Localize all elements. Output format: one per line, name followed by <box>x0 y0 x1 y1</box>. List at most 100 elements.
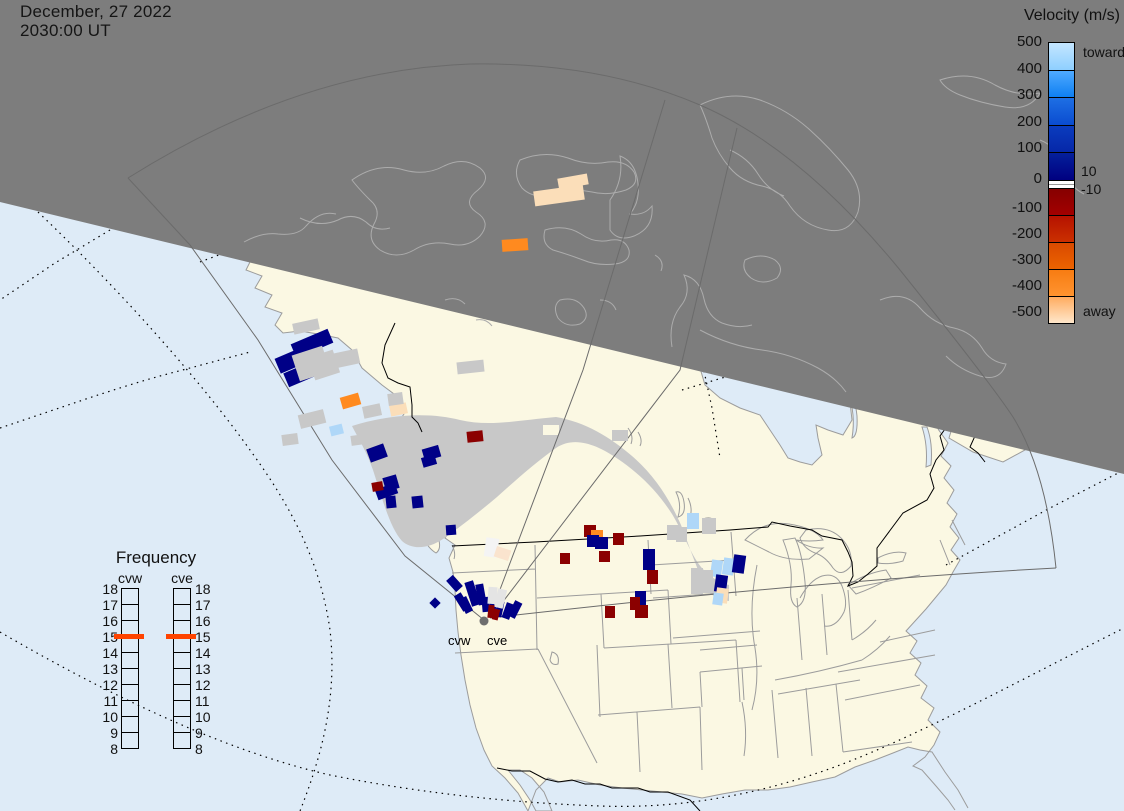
radar-site-dot <box>479 616 489 626</box>
ocean-gulf-of-mexico <box>528 747 972 811</box>
frequency-tick-label-left: 17 <box>102 597 118 613</box>
frequency-column-cvw: cvw <box>117 570 143 586</box>
frequency-marker <box>114 634 144 639</box>
frequency-box <box>121 668 139 685</box>
velocity-tile <box>328 423 345 437</box>
site-label-cve: cve <box>487 633 508 648</box>
velocity-tile <box>466 430 484 443</box>
frequency-tick-label-right: 14 <box>195 645 211 661</box>
velocity-tile <box>389 402 408 417</box>
velocity-tile <box>635 591 646 606</box>
velocity-tile <box>612 430 628 441</box>
frequency-box <box>121 588 139 605</box>
great-lakes <box>549 427 907 665</box>
velocity-tile <box>445 524 457 536</box>
time-label: 2030:00 UT <box>20 21 111 40</box>
colorbar-segment-toward <box>1049 152 1074 180</box>
coastline-gulf <box>527 746 969 811</box>
frequency-tick-label-right: 9 <box>195 725 203 741</box>
velocity-tile <box>385 495 397 509</box>
frequency-box <box>173 700 191 717</box>
fan-right-edge <box>489 567 1057 619</box>
colorbar-segment-away <box>1049 241 1074 269</box>
velocity-tile <box>676 527 687 542</box>
velocity-tile <box>411 495 424 509</box>
colorbar-threshold-label: -10 <box>1081 181 1102 197</box>
velocity-tile <box>281 432 299 447</box>
colorbar-tick-label: 100 <box>1016 139 1042 157</box>
velocity-tile <box>387 392 404 406</box>
velocity-tile <box>687 513 699 529</box>
colorbar-tick-label: -400 <box>1011 277 1042 294</box>
frequency-tick-label-left: 10 <box>102 709 118 725</box>
fan-left-edge <box>127 177 485 621</box>
velocity-tile <box>366 419 389 435</box>
velocity-tile <box>501 602 515 620</box>
frequency-tick-label-left: 18 <box>102 581 118 597</box>
velocity-tile <box>691 568 703 594</box>
colorbar-title: Velocity (m/s) <box>1023 7 1120 24</box>
colorbar-tick-label: -500 <box>1011 303 1042 320</box>
frequency-box <box>121 716 139 733</box>
velocity-colorbar <box>1048 42 1075 324</box>
colorbar-segment-toward <box>1049 43 1074 70</box>
colorbar-segment-away <box>1049 268 1074 296</box>
colorbar-zero-line <box>1049 183 1074 185</box>
scatter-holes <box>543 425 708 597</box>
velocity-tile <box>635 605 648 618</box>
velocity-tile <box>366 443 388 463</box>
velocity-tile <box>456 359 485 375</box>
velocity-tile <box>643 549 655 570</box>
colorbar-threshold-label: 10 <box>1081 163 1097 179</box>
coastline-east <box>905 428 961 811</box>
velocity-tile <box>560 553 570 564</box>
frequency-tick-label-left: 9 <box>110 725 118 741</box>
velocity-tile <box>709 559 724 578</box>
fan-divider-cve <box>491 127 738 617</box>
velocity-tile <box>458 596 474 614</box>
colorbar-segment-away <box>1049 295 1074 323</box>
frequency-tick-label-right: 15 <box>195 629 211 645</box>
frequency-box <box>173 684 191 701</box>
velocity-tile <box>507 600 523 619</box>
radar-fov-fan <box>127 63 1057 621</box>
frequency-box <box>121 652 139 669</box>
colorbar-segment-away <box>1049 214 1074 242</box>
velocity-tile <box>339 392 362 410</box>
velocity-tile <box>493 545 512 562</box>
frequency-box <box>173 716 191 733</box>
frequency-box <box>173 604 191 621</box>
velocity-tile <box>331 348 361 369</box>
velocity-tile <box>420 454 438 468</box>
colorbar-segment-away <box>1049 187 1074 215</box>
frequency-tick-label-left: 12 <box>102 677 118 693</box>
velocity-tile <box>350 434 366 446</box>
frequency-tick-label-right: 12 <box>195 677 211 693</box>
velocity-tile <box>647 570 658 584</box>
frequency-tick-label-right: 13 <box>195 661 211 677</box>
velocity-tile <box>361 403 383 419</box>
frequency-tick-label-right: 16 <box>195 613 211 629</box>
frequency-box <box>173 732 191 749</box>
velocity-tile <box>307 349 341 381</box>
ocean-atlantic <box>906 429 1124 811</box>
frequency-box <box>173 652 191 669</box>
velocity-tile <box>599 551 610 562</box>
frequency-box <box>173 668 191 685</box>
frequency-legend: Frequency cvw cve 18 18 17 17 16 16 15 15 14 14 13… <box>96 548 228 776</box>
velocity-tile <box>721 557 736 576</box>
colorbar-tick-label: 200 <box>1016 112 1042 130</box>
velocity-tile <box>464 580 481 607</box>
velocity-tile <box>487 586 498 605</box>
colorbar-segment-toward <box>1049 69 1074 98</box>
velocity-tile <box>712 592 724 606</box>
colorbar-tick-label: -200 <box>1011 225 1042 242</box>
frequency-tick-label-right: 17 <box>195 597 211 613</box>
colorbar-toward-label: toward <box>1083 44 1124 60</box>
frequency-box <box>121 700 139 717</box>
frequency-tick-label-left: 15 <box>102 629 118 645</box>
date-label: December, 27 2022 <box>20 2 172 21</box>
colorbar-segment-toward <box>1049 97 1074 125</box>
velocity-tile <box>630 597 640 610</box>
